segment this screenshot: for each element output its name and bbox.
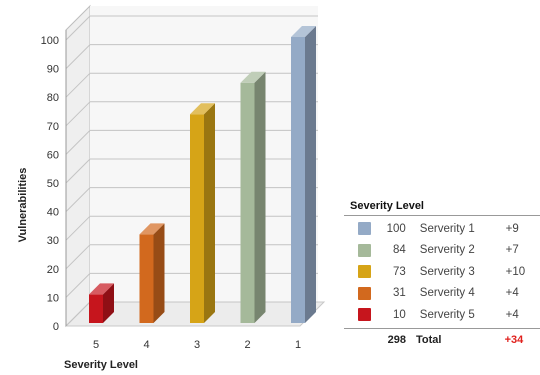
gridline-side xyxy=(65,187,91,212)
gridline-side xyxy=(65,15,91,41)
legend-total-value: 298 xyxy=(387,333,406,346)
legend-table: 100 Serverity 1 +9 84 Serverity 2 +7 73 … xyxy=(344,215,540,329)
side-wall xyxy=(65,4,91,328)
bar-chart: 0 10 20 30 40 50 60 70 80 90 100 5 4 3 2 1 Severity Leve… xyxy=(17,4,326,371)
legend-change: +10 xyxy=(505,265,526,278)
legend-row: 100 Serverity 1 +9 xyxy=(344,218,540,240)
gridline-side xyxy=(65,273,91,298)
legend-row: 31 Serverity 4 +4 xyxy=(344,283,540,305)
legend-name: Serverity 5 xyxy=(419,308,475,321)
y-tick-label: 10 xyxy=(47,292,59,304)
legend-name: Serverity 2 xyxy=(419,244,475,257)
x-tick-label: 3 xyxy=(194,339,200,351)
y-tick-label: 70 xyxy=(47,121,59,133)
legend-name: Serverity 4 xyxy=(419,287,475,300)
x-axis-title: Severity Level xyxy=(64,359,138,371)
gridline-side xyxy=(65,215,91,241)
legend-value: 31 xyxy=(393,287,406,300)
x-tick-label: 2 xyxy=(244,339,250,351)
gridline-side xyxy=(65,101,91,127)
legend-total-change: +34 xyxy=(504,333,524,346)
bar xyxy=(89,294,103,323)
gridline-side xyxy=(65,44,91,69)
y-tick-label: 20 xyxy=(47,264,59,276)
x-tick-label: 5 xyxy=(93,339,99,351)
legend-swatch xyxy=(358,308,371,322)
bar xyxy=(240,82,255,323)
legend-value: 10 xyxy=(393,308,406,321)
y-tick-label: 30 xyxy=(47,235,59,247)
legend-change: +4 xyxy=(505,308,519,321)
y-tick-label: 90 xyxy=(47,64,59,76)
legend-name: Serverity 1 xyxy=(419,222,475,235)
gridline-side xyxy=(65,72,91,98)
y-tick-label: 40 xyxy=(47,207,59,219)
bar xyxy=(190,114,204,323)
y-tick-label: 80 xyxy=(47,92,59,104)
legend-swatch xyxy=(358,286,371,300)
bar-top xyxy=(89,283,114,295)
legend-swatch xyxy=(358,222,371,236)
bar-side xyxy=(204,103,215,323)
bar-top xyxy=(291,26,316,37)
legend: Severity Level 100 Serverity 1 +9 84 Ser… xyxy=(344,196,540,351)
legend-name: Serverity 3 xyxy=(419,265,475,278)
bar-side xyxy=(153,223,165,323)
bar-side xyxy=(103,283,114,323)
bar-side xyxy=(254,71,266,323)
legend-row: 84 Serverity 2 +7 xyxy=(344,240,540,262)
y-axis-title: Vulnerabilities xyxy=(17,168,29,243)
chart-panel: 0 10 20 30 40 50 60 70 80 90 100 5 4 3 2 1 Severity Leve… xyxy=(17,4,326,371)
bar-top xyxy=(190,103,215,115)
legend-swatch xyxy=(358,243,371,257)
x-tick-label: 1 xyxy=(295,339,301,351)
x-tick-label: 4 xyxy=(143,339,149,351)
y-tick-label: 0 xyxy=(53,321,59,333)
legend-row: 73 Serverity 3 +10 xyxy=(344,261,540,283)
legend-total-row: 298 Total +34 xyxy=(344,329,540,351)
y-tick-label: 50 xyxy=(47,178,59,190)
y-tick-label: 100 xyxy=(41,35,59,47)
legend-swatch xyxy=(358,265,371,279)
legend-value: 73 xyxy=(393,265,406,278)
gridline-side xyxy=(65,244,91,270)
bar-top xyxy=(139,223,165,235)
bar xyxy=(139,234,154,323)
gridline-side xyxy=(65,130,91,155)
legend-value: 84 xyxy=(393,244,406,257)
legend-change: +4 xyxy=(505,287,519,300)
bar-top xyxy=(240,71,266,83)
legend-change: +9 xyxy=(505,222,519,235)
bar-side xyxy=(305,26,316,323)
legend-total-label: Total xyxy=(416,333,442,346)
legend-change: +7 xyxy=(505,244,519,257)
legend-row: 10 Serverity 5 +4 xyxy=(344,304,540,326)
gridline-side xyxy=(65,301,91,327)
gridline-side xyxy=(65,158,91,184)
legend-value: 100 xyxy=(386,222,406,235)
bar xyxy=(291,37,305,323)
y-tick-label: 60 xyxy=(47,149,59,161)
legend-title: Severity Level xyxy=(350,200,424,212)
